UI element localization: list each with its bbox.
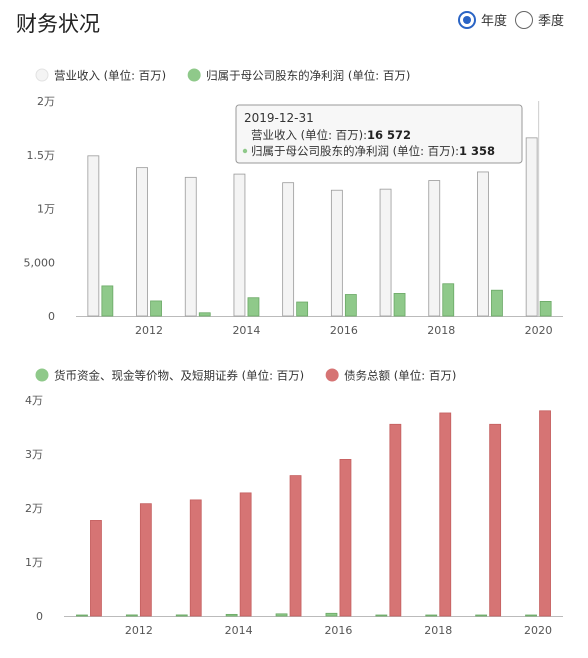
- bar-0-2013: [184, 176, 197, 317]
- y-tick-label-1: 5,000: [24, 256, 56, 269]
- y-tick-label-2: 2万: [25, 502, 43, 515]
- bar-0-2016: [330, 189, 343, 317]
- y-tick-label-4: 2万: [37, 95, 55, 108]
- legend-label-1: 归属于母公司股东的净利润 (单位: 百万): [206, 69, 410, 83]
- bar-1-2012: [139, 503, 152, 617]
- bar-0-2018: [425, 614, 438, 617]
- tooltip-row-1: 归属于母公司股东的净利润 (单位: 百万):: [251, 144, 459, 158]
- bar-1-2015: [289, 475, 302, 617]
- bar-0-2020: [525, 137, 538, 317]
- tooltip-box: [235, 104, 523, 164]
- x-tick-label-1: 2014: [225, 624, 253, 637]
- bar-0-2020: [525, 614, 537, 617]
- legend-marker-1: [325, 368, 339, 382]
- bar-1-2011: [101, 285, 114, 317]
- bar-0-2017: [379, 188, 392, 317]
- radio-unchecked-icon[interactable]: [515, 10, 534, 29]
- income-chart: 营业收入 (单位: 百万) 归属于母公司股东的净利润 (单位: 百万) 0 5,000…: [24, 68, 563, 337]
- legend-marker-0: [35, 368, 49, 382]
- period-toggle: 年度 季度: [458, 10, 572, 29]
- bar-0-2015: [282, 182, 295, 317]
- bar-0-2012: [136, 167, 148, 317]
- tooltip-value-1: 1 358: [459, 144, 495, 158]
- annual-label: 年度: [481, 14, 508, 29]
- y-tick-label-3: 3万: [25, 448, 43, 461]
- bar-1-2020: [539, 410, 551, 617]
- y-tick-label-4: 4万: [25, 394, 43, 407]
- tooltip-value-0: 16 572: [367, 128, 411, 142]
- x-tick-label-3: 2018: [427, 324, 455, 337]
- page-title: 财务状况: [16, 12, 100, 36]
- tooltip: 2019-12-31 营业收入 (单位: 百万): 16 572 归属于母公司股东的…: [235, 104, 523, 164]
- bar-0-2018: [428, 180, 441, 317]
- bar-0-2015: [275, 613, 288, 617]
- y-tick-label-2: 1万: [37, 203, 55, 216]
- bar-1-2018: [439, 412, 452, 617]
- x-tick-label-2: 2016: [324, 624, 352, 637]
- bar-1-2011: [90, 520, 102, 617]
- tooltip-marker-1: [242, 148, 248, 154]
- legend-label-1: 债务总额 (单位: 百万): [344, 369, 456, 383]
- bar-0-2019: [475, 614, 488, 617]
- bar-0-2019: [477, 171, 489, 317]
- bar-1-2016: [339, 459, 352, 617]
- legend-marker-0: [35, 68, 49, 82]
- y-tick-label-0: 0: [36, 610, 43, 623]
- bar-0-2011: [87, 155, 100, 317]
- bar-1-2019: [491, 289, 503, 317]
- tooltip-row-0: 营业收入 (单位: 百万):: [251, 128, 367, 142]
- bar-0-2013: [175, 614, 188, 617]
- bar-0-2014: [233, 173, 246, 317]
- legend-label-0: 货币资金、现金等价物、及短期证券 (单位: 百万): [54, 369, 304, 383]
- x-tick-label-0: 2012: [125, 624, 153, 637]
- x-tick-label-3: 2018: [424, 624, 452, 637]
- bar-1-2019: [489, 423, 502, 617]
- bar-1-2015: [296, 301, 309, 317]
- x-tick-label-0: 2012: [135, 324, 163, 337]
- x-tick-label-4: 2020: [525, 324, 553, 337]
- bar-0-2014: [225, 613, 238, 617]
- bar-1-2020: [539, 301, 552, 317]
- legend-label-0: 营业收入 (单位: 百万): [54, 69, 166, 83]
- y-tick-label-0: 0: [48, 310, 55, 323]
- bar-1-2017: [393, 293, 406, 317]
- bar-0-2011: [76, 614, 88, 617]
- bar-1-2013: [198, 312, 211, 317]
- bar-1-2014: [247, 297, 260, 317]
- bar-0-2016: [325, 612, 338, 617]
- bar-1-2013: [189, 499, 202, 617]
- bar-1-2018: [442, 283, 455, 317]
- quarterly-radio[interactable]: 季度: [515, 10, 564, 29]
- quarterly-label: 季度: [538, 14, 565, 29]
- legend-marker-1: [187, 68, 201, 82]
- bar-1-2016: [344, 294, 357, 317]
- y-tick-label-1: 1万: [25, 556, 43, 569]
- bar-0-2017: [375, 614, 388, 617]
- bar-0-2012: [125, 614, 138, 617]
- x-tick-label-2: 2016: [330, 324, 358, 337]
- bar-1-2017: [389, 423, 402, 617]
- tooltip-date: 2019-12-31: [244, 111, 314, 125]
- y-tick-label-3: 1.5万: [27, 149, 56, 162]
- bar-1-2014: [239, 492, 252, 617]
- debt-chart: 货币资金、现金等价物、及短期证券 (单位: 百万) 债务总额 (单位: 百万) 0 1…: [25, 368, 563, 637]
- x-tick-label-1: 2014: [232, 324, 260, 337]
- x-tick-label-4: 2020: [524, 624, 552, 637]
- bar-1-2012: [150, 300, 162, 317]
- radio-checked-icon[interactable]: [458, 10, 476, 29]
- annual-radio[interactable]: 年度: [458, 10, 507, 29]
